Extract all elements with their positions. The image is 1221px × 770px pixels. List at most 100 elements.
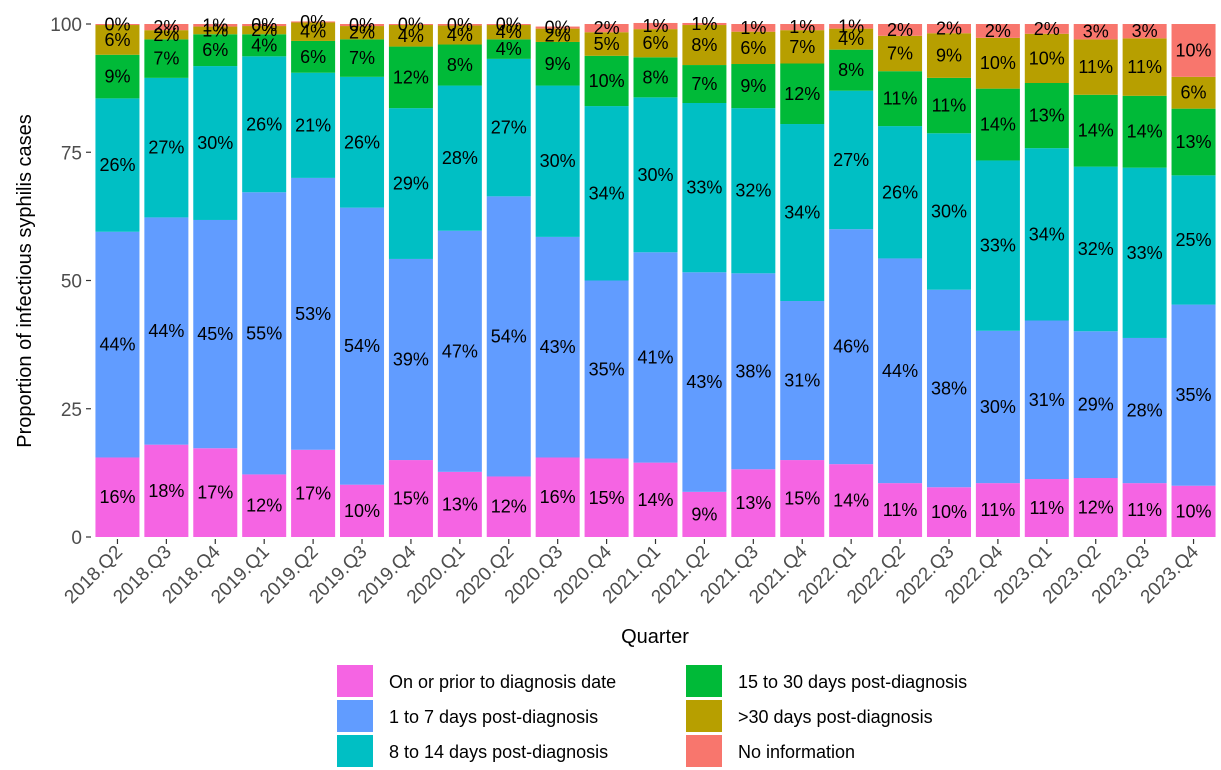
segment-label: 3% bbox=[1132, 21, 1158, 41]
segment-label: 2% bbox=[887, 20, 913, 40]
segment-label: 0% bbox=[398, 15, 424, 35]
segment-label: 16% bbox=[99, 487, 135, 507]
segment-label: 12% bbox=[393, 67, 429, 87]
bar-segment bbox=[242, 192, 287, 475]
segment-label: 1% bbox=[202, 20, 228, 40]
segment-label: 15% bbox=[589, 488, 625, 508]
segment-label: 9% bbox=[545, 54, 571, 74]
segment-label: 0% bbox=[104, 15, 130, 35]
bar-segment bbox=[829, 24, 874, 29]
bar-segment bbox=[829, 464, 874, 537]
segment-label: 7% bbox=[887, 44, 913, 64]
bar-segment bbox=[584, 32, 629, 56]
segment-label: 6% bbox=[202, 40, 228, 60]
y-tick-label: 100 bbox=[50, 15, 82, 36]
bar-segment bbox=[95, 231, 140, 458]
bar-segment bbox=[1073, 478, 1118, 537]
segment-label: 9% bbox=[691, 504, 717, 524]
segment-label: 43% bbox=[686, 372, 722, 392]
segment-label: 2% bbox=[594, 18, 620, 38]
segment-label: 12% bbox=[246, 496, 282, 516]
bar-segment bbox=[1171, 485, 1216, 537]
segment-label: 54% bbox=[344, 336, 380, 356]
bar-segment bbox=[682, 272, 727, 492]
segment-label: 0% bbox=[300, 12, 326, 32]
segment-label: 31% bbox=[784, 371, 820, 391]
bar-segment bbox=[242, 474, 287, 537]
segment-label: 26% bbox=[99, 155, 135, 175]
bar-segment bbox=[584, 55, 629, 107]
bar-segment bbox=[633, 57, 678, 98]
segment-label: 1% bbox=[691, 14, 717, 34]
segment-label: 8% bbox=[447, 55, 473, 75]
segment-label: 30% bbox=[980, 397, 1016, 417]
bar-segment bbox=[95, 54, 140, 99]
bar-segment bbox=[388, 46, 433, 109]
segment-label: 11% bbox=[1127, 57, 1162, 77]
segment-label: 9% bbox=[104, 67, 130, 87]
y-tick-label: 50 bbox=[61, 272, 82, 293]
bar-segment bbox=[486, 39, 531, 59]
segment-label: 2% bbox=[349, 23, 375, 43]
segment-label: 0% bbox=[496, 15, 522, 35]
bar-segment bbox=[340, 24, 385, 27]
bar-segment bbox=[633, 29, 678, 58]
segment-label: 8% bbox=[691, 35, 717, 55]
bar-segment bbox=[535, 457, 580, 537]
segment-label: 11% bbox=[932, 96, 967, 116]
bar-segment bbox=[388, 258, 433, 461]
bar-segment bbox=[829, 90, 874, 230]
bar-segment bbox=[1122, 483, 1167, 537]
segment-label: 7% bbox=[691, 74, 717, 94]
segment-label: 55% bbox=[246, 323, 282, 343]
segment-label: 2% bbox=[985, 21, 1011, 41]
bar-segment bbox=[291, 177, 336, 450]
bar-segment bbox=[1122, 337, 1167, 484]
bar-segment bbox=[633, 252, 678, 463]
segment-label: 6% bbox=[104, 30, 130, 50]
segment-label: 30% bbox=[540, 151, 576, 171]
segment-label: 14% bbox=[833, 491, 869, 511]
segment-label: 10% bbox=[589, 71, 625, 91]
bar-segment bbox=[340, 207, 385, 485]
segment-label: 1% bbox=[642, 16, 668, 36]
bar-segment bbox=[975, 330, 1020, 484]
segment-label: 5% bbox=[594, 34, 620, 54]
segment-label: 13% bbox=[1176, 132, 1212, 152]
segment-label: 1% bbox=[789, 17, 815, 37]
bar-segment bbox=[535, 28, 580, 42]
y-axis: 0 25 50 75 100 bbox=[50, 15, 91, 549]
x-axis-title: Quarter bbox=[621, 626, 689, 648]
segment-label: 44% bbox=[882, 361, 918, 381]
bar-segment bbox=[535, 41, 580, 86]
bar-segment bbox=[975, 483, 1020, 537]
segment-label: 1% bbox=[740, 18, 766, 38]
segment-label: 34% bbox=[1029, 224, 1065, 244]
legend-swatch bbox=[337, 665, 373, 697]
segment-label: 9% bbox=[740, 76, 766, 96]
bar-segment bbox=[1024, 82, 1069, 149]
segment-label: 2% bbox=[153, 25, 179, 45]
segment-label: 2% bbox=[1034, 19, 1060, 39]
segment-label: 13% bbox=[442, 494, 478, 514]
legend-label: No information bbox=[738, 742, 855, 762]
bar-segment bbox=[780, 301, 825, 461]
segment-label: 17% bbox=[197, 483, 233, 503]
bar-segment bbox=[193, 24, 238, 27]
segment-label: 31% bbox=[1029, 390, 1065, 410]
bar-segment bbox=[144, 30, 189, 40]
segment-label: 0% bbox=[251, 15, 277, 35]
bar-segment bbox=[486, 24, 531, 26]
bar-segment bbox=[193, 219, 238, 449]
legend-swatch bbox=[686, 735, 722, 767]
segment-label: 14% bbox=[637, 490, 673, 510]
segment-label: 33% bbox=[1127, 243, 1163, 263]
bar-segment bbox=[878, 483, 923, 537]
segment-label: 4% bbox=[838, 29, 864, 49]
bar-segment bbox=[388, 460, 433, 537]
segment-label: 10% bbox=[1176, 40, 1212, 60]
bar-segment bbox=[682, 25, 727, 66]
bar-segment bbox=[95, 457, 140, 537]
bar-segment bbox=[780, 63, 825, 125]
